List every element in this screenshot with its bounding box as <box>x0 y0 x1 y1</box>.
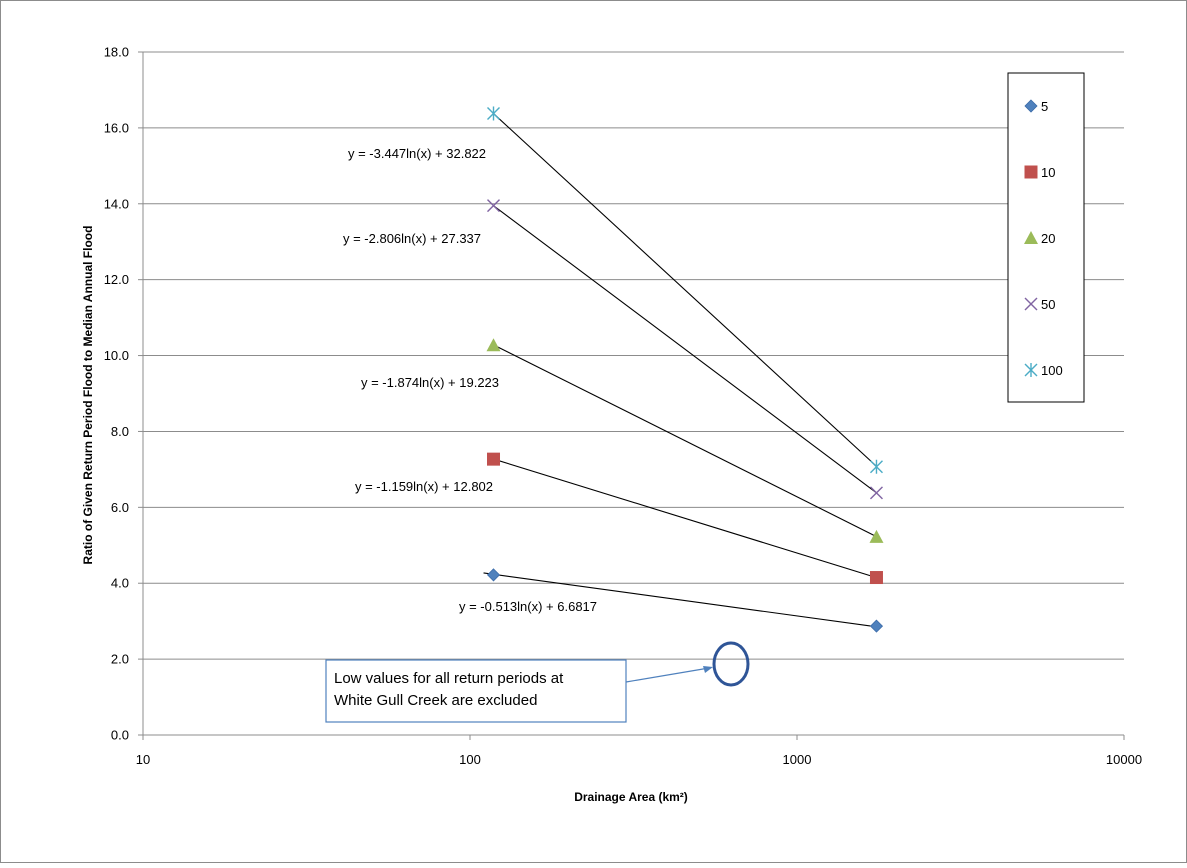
marker-layer <box>486 106 884 633</box>
legend-label-5: 5 <box>1041 99 1048 114</box>
y-tick-label: 10.0 <box>104 348 129 363</box>
data-point-5 <box>869 619 884 633</box>
trendline-10 <box>493 458 877 579</box>
data-point-5 <box>486 568 501 582</box>
data-point-20 <box>869 529 884 543</box>
grid-layer <box>143 51 1124 660</box>
y-tick-label: 12.0 <box>104 272 129 287</box>
annotation-text-line: Low values for all return periods at <box>334 670 564 687</box>
y-tick-label: 2.0 <box>111 652 129 667</box>
trendline-100 <box>493 113 877 467</box>
legend-label-50: 50 <box>1041 297 1055 312</box>
annotation-arrow <box>625 667 710 683</box>
legend-marker-5 <box>1024 99 1038 113</box>
trendline-20 <box>493 344 877 538</box>
legend-layer: 5 10 20 50 100 <box>1007 72 1085 403</box>
x-tick-label: 1000 <box>783 752 812 767</box>
trend-equation-20: y = -1.874ln(x) + 19.223 <box>361 375 499 390</box>
axis-layer: 0.0 2.0 4.0 6.0 8.0 10.0 12.0 14.0 16.0 18.0 10 100… <box>104 45 1142 768</box>
annotation-circle <box>712 641 750 687</box>
y-tick-label: 8.0 <box>111 424 129 439</box>
legend-marker-20 <box>1024 231 1038 244</box>
data-point-50 <box>487 199 501 213</box>
legend-label-10: 10 <box>1041 165 1055 180</box>
trend-layer <box>483 113 877 628</box>
y-tick-label: 14.0 <box>104 196 129 211</box>
legend-marker-50 <box>1024 297 1038 311</box>
data-point-20 <box>486 338 501 352</box>
annotation-box <box>325 659 627 723</box>
y-axis-title: Ratio of Given Return Period Flood to Me… <box>81 226 95 565</box>
trend-equation-100: y = -3.447ln(x) + 32.822 <box>348 146 486 161</box>
data-point-10 <box>869 571 883 585</box>
label-layer: y = -0.513ln(x) + 6.6817 y = -1.159ln(x) … <box>343 146 597 614</box>
data-point-100 <box>487 106 501 121</box>
y-tick-label: 4.0 <box>111 576 129 591</box>
annotation-arrowhead <box>703 666 713 673</box>
legend-label-20: 20 <box>1041 231 1055 246</box>
annotation-layer: Low values for all return periods at Whit… <box>325 641 750 723</box>
legend-box <box>1007 72 1085 403</box>
trend-equation-10: y = -1.159ln(x) + 12.802 <box>355 479 493 494</box>
trend-equation-5: y = -0.513ln(x) + 6.6817 <box>459 599 597 614</box>
legend-marker-10 <box>1024 165 1038 179</box>
data-point-10 <box>487 452 501 466</box>
x-tick-label: 10 <box>136 752 150 767</box>
x-tick-label: 100 <box>459 752 481 767</box>
y-tick-label: 0.0 <box>111 728 129 743</box>
legend-marker-100 <box>1024 363 1038 377</box>
legend-label-100: 100 <box>1041 363 1063 378</box>
x-axis-title: Drainage Area (km²) <box>574 790 688 804</box>
annotation-text-line: White Gull Creek are excluded <box>334 692 537 709</box>
y-tick-label: 18.0 <box>104 45 129 60</box>
y-tick-label: 16.0 <box>104 120 129 135</box>
trendline-5 <box>483 572 877 628</box>
x-tick-label: 10000 <box>1106 752 1142 767</box>
trendline-50 <box>493 205 877 494</box>
data-point-50 <box>869 486 883 500</box>
trend-equation-50: y = -2.806ln(x) + 27.337 <box>343 231 481 246</box>
data-point-100 <box>869 459 883 474</box>
y-tick-label: 6.0 <box>111 500 129 515</box>
